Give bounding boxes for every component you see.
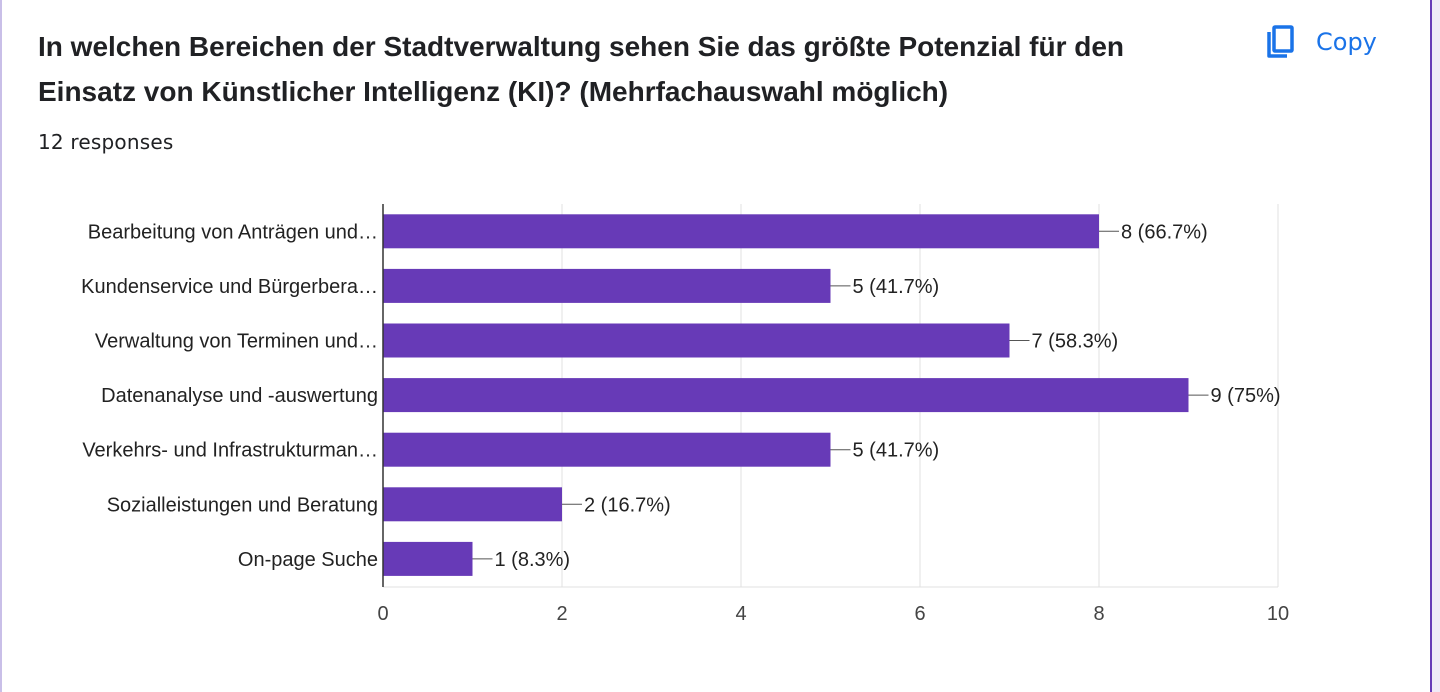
category-label: Verkehrs- und Infrastrukturman… bbox=[82, 440, 378, 462]
x-tick-label: 8 bbox=[1093, 603, 1104, 625]
category-label: Datenanalyse und -auswertung bbox=[101, 385, 378, 407]
question-title: In welchen Bereichen der Stadtverwaltung… bbox=[38, 31, 1125, 107]
bar bbox=[383, 323, 1010, 358]
bar bbox=[383, 378, 1189, 413]
data-label: 2 (16.7%) bbox=[584, 494, 671, 516]
category-label: Bearbeitung von Anträgen und… bbox=[88, 221, 378, 243]
category-label: Kundenservice und Bürgerbera… bbox=[81, 276, 378, 298]
data-labels: 8 (66.7%) 5 (41.7%) 7 (58.3%) 9 (75%) 5 (41.… bbox=[472, 221, 1281, 571]
bar bbox=[383, 487, 562, 522]
data-label: 5 (41.7%) bbox=[853, 276, 940, 298]
data-label: 5 (41.7%) bbox=[853, 440, 940, 462]
x-tick-label: 6 bbox=[914, 603, 925, 625]
data-label: 7 (58.3%) bbox=[1032, 331, 1119, 353]
data-label: 1 (8.3%) bbox=[495, 549, 571, 571]
bars bbox=[383, 214, 1189, 576]
category-label: Verwaltung von Terminen und… bbox=[95, 331, 378, 353]
data-label: 9 (75%) bbox=[1211, 385, 1281, 407]
copy-icon bbox=[1260, 22, 1300, 62]
bar bbox=[383, 268, 831, 303]
category-label: On-page Suche bbox=[238, 549, 378, 571]
x-tick-label: 4 bbox=[735, 603, 746, 625]
copy-button[interactable]: Copy bbox=[1260, 20, 1377, 64]
category-labels: Bearbeitung von Anträgen und… Kundenservi… bbox=[81, 221, 378, 571]
scrollbar-edge bbox=[1430, 0, 1440, 692]
x-tick-label: 10 bbox=[1267, 603, 1289, 625]
x-axis-ticks: 0 2 4 6 8 10 bbox=[377, 603, 1289, 625]
bar bbox=[383, 541, 473, 576]
category-label: Sozialleistungen und Beratung bbox=[107, 494, 378, 516]
bar bbox=[383, 432, 831, 467]
x-tick-label: 2 bbox=[556, 603, 567, 625]
bar bbox=[383, 214, 1099, 249]
response-count: 12 responses bbox=[38, 130, 174, 154]
data-label: 8 (66.7%) bbox=[1121, 221, 1208, 243]
card-left-border bbox=[0, 0, 2, 692]
x-tick-label: 0 bbox=[377, 603, 388, 625]
copy-label: Copy bbox=[1316, 28, 1377, 56]
